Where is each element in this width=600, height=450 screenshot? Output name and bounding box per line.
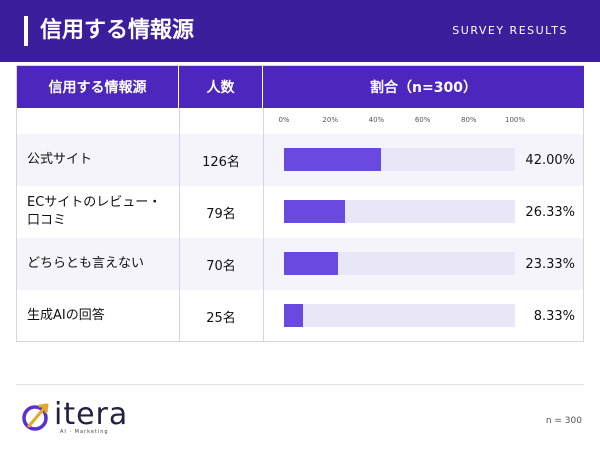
bar-track: [284, 252, 515, 275]
column-divider: [179, 108, 180, 342]
sample-size-note: n = 300: [545, 416, 582, 426]
table-row: 公式サイト 126名 42.00%: [17, 134, 583, 186]
bar-value-label: 26.33%: [525, 204, 575, 220]
bar-track: [284, 148, 515, 171]
axis-tick-label: 40%: [368, 116, 385, 124]
logo-wordmark: itera: [54, 397, 129, 432]
bar: [284, 148, 382, 171]
row-count: 25名: [206, 310, 236, 326]
table-row: 生成AIの回答 25名 8.33%: [17, 290, 583, 342]
bar-value-label: 8.33%: [533, 308, 575, 324]
bar: [284, 304, 304, 327]
table-row: どちらとも言えない 70名 23.33%: [17, 238, 583, 290]
row-count: 79名: [206, 206, 236, 222]
row-source-label: 公式サイト: [27, 152, 93, 167]
content-card: 信用する情報源 人数 割合（n=300） 0% 20% 40% 60% 80% 100% 公…: [0, 62, 600, 450]
title-accent-bar: [24, 16, 28, 46]
header-ratio: 割合（n=300）: [263, 66, 584, 108]
table-row: ECサイトのレビュー・口コミ 79名 26.33%: [17, 186, 583, 238]
bar-value-label: 23.33%: [525, 256, 575, 272]
axis-tick-label: 80%: [461, 116, 477, 124]
logo-mark-icon: [22, 403, 49, 431]
row-count: 70名: [206, 258, 236, 274]
header-count: 人数: [179, 66, 263, 108]
axis-tick-label: 0%: [278, 116, 290, 124]
row-count: 126名: [202, 154, 240, 170]
bar-track: [284, 200, 515, 223]
logo-tagline: AI · Marketing: [60, 429, 109, 435]
bar: [284, 252, 338, 275]
footer-divider: [16, 384, 584, 385]
header: 信用する情報源 SURVEY RESULTS: [0, 0, 600, 62]
page-title: 信用する情報源: [40, 18, 195, 43]
axis-tick-label: 20%: [322, 116, 338, 124]
row-source-label: 生成AIの回答: [27, 308, 105, 323]
column-divider: [263, 108, 264, 342]
survey-results-label: SURVEY RESULTS: [452, 24, 568, 37]
row-source-label: ECサイトのレビュー・口コミ: [27, 195, 162, 228]
bar-track: [284, 304, 515, 327]
bar: [284, 200, 345, 223]
itera-logo: itera AI · Marketing: [20, 397, 150, 436]
row-source-label: どちらとも言えない: [27, 256, 145, 271]
bar-value-label: 42.00%: [525, 152, 575, 168]
axis-tick-label: 100%: [504, 116, 526, 124]
header-source: 信用する情報源: [17, 66, 179, 108]
axis-tick-label: 60%: [414, 116, 431, 124]
results-table: 信用する情報源 人数 割合（n=300） 0% 20% 40% 60% 80% 100% 公…: [16, 65, 584, 342]
